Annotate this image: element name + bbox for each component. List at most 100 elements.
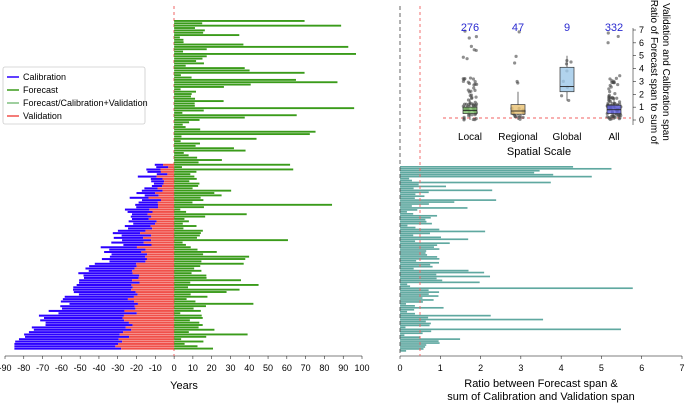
forecast-bar (174, 144, 196, 147)
ratio-bar (400, 254, 428, 256)
inset-point (465, 57, 469, 61)
legend-label-forecast: Forecast (23, 85, 59, 95)
ratio-bar (400, 322, 431, 325)
forecast-bar (174, 137, 257, 140)
validation-bar (149, 208, 175, 211)
forecast-bar (174, 107, 355, 110)
forecast-bar (174, 331, 189, 334)
forecast-bar (174, 300, 196, 303)
inset-category-label: Global (553, 132, 582, 143)
timeline-tick-label: 100 (354, 363, 369, 373)
ratio-bar (400, 328, 621, 331)
ratio-bar (400, 287, 633, 290)
validation-bar (145, 255, 175, 258)
ratio-bar (400, 336, 421, 339)
ratio-bar (400, 191, 429, 194)
ratio-bar (400, 224, 408, 227)
inset-point (469, 44, 473, 49)
ratio-bar (400, 308, 415, 311)
ratio-bar (400, 181, 551, 184)
forecast-bar (174, 321, 200, 324)
ratio-tick-label: 2 (478, 363, 483, 373)
validation-bar (128, 321, 175, 324)
inset-point (467, 102, 471, 107)
ratio-bar (400, 197, 415, 199)
calibration-bar (73, 291, 136, 294)
forecast-bar (174, 135, 182, 138)
inset-point (470, 95, 474, 100)
calibration-bar (33, 328, 132, 331)
forecast-bar (174, 196, 201, 199)
ratio-bar (400, 265, 433, 268)
forecast-bar (174, 123, 183, 126)
inset-x-ticks: Local Regional Global All (458, 132, 620, 143)
ratio-bar (400, 320, 426, 323)
validation-bar (155, 192, 175, 195)
calibration-bar (101, 258, 147, 261)
calibration-bar (147, 170, 161, 173)
ratio-bar (400, 314, 491, 317)
forecast-bar (174, 57, 203, 60)
inset-y-tick-label: 2 (639, 89, 644, 99)
forecast-bar (174, 243, 186, 246)
timeline-tick-label: 30 (225, 363, 235, 373)
validation-bar (122, 317, 175, 320)
calibration-bar (154, 163, 164, 166)
forecast-bar (174, 312, 181, 315)
calibration-bar (62, 298, 128, 301)
validation-bar (162, 185, 175, 188)
ratio-bar (400, 267, 414, 270)
validation-bar (137, 302, 175, 305)
forecast-bar (174, 53, 357, 55)
ratio-bars (400, 166, 633, 352)
calibration-bar (135, 203, 159, 206)
validation-bar (141, 251, 175, 254)
ratio-x-label-line2: sum of Calibration and Validation span (447, 391, 635, 403)
forecast-bar (174, 163, 291, 166)
forecast-bar (174, 154, 189, 157)
forecast-bar (174, 201, 193, 204)
forecast-bar (174, 182, 200, 185)
inset-y-tick-label: 7 (639, 25, 644, 35)
inset-category-label: Regional (498, 132, 537, 143)
validation-bar (121, 347, 175, 350)
inset-point (614, 76, 619, 80)
forecast-bar (174, 262, 244, 265)
validation-bar (132, 324, 175, 327)
legend-label-validation: Validation (23, 111, 62, 121)
forecast-bar (174, 305, 206, 308)
ratio-bar (400, 279, 443, 282)
calibration-bar (85, 267, 135, 270)
forecast-bar (174, 34, 240, 37)
forecast-bar (174, 260, 202, 263)
timeline-tick-label: 10 (188, 363, 198, 373)
calibration-bar (146, 168, 161, 171)
ratio-bar (400, 244, 438, 246)
validation-bar (138, 276, 175, 279)
ratio-bar (400, 324, 430, 327)
forecast-bar (174, 173, 191, 176)
inset-point (462, 118, 466, 122)
forecast-bar (174, 239, 288, 242)
forecast-bar (174, 269, 202, 272)
timeline-tick-label: -10 (149, 363, 162, 373)
ratio-panel: 0 1 2 3 4 5 6 7 Ratio between Forecast span & s… (397, 6, 685, 403)
forecast-bar (174, 347, 214, 350)
calibration-bar (100, 246, 137, 249)
ratio-bar (400, 318, 544, 321)
forecast-bar (174, 20, 305, 22)
forecast-bar (174, 114, 297, 117)
ratio-bar (400, 183, 419, 186)
forecast-bar (174, 284, 259, 286)
inset-y-tick-label: 4 (639, 64, 644, 74)
ratio-bar (400, 271, 485, 274)
validation-bar (151, 215, 175, 218)
calibration-bar (109, 248, 146, 251)
inset-point (462, 77, 466, 81)
forecast-bar (174, 218, 185, 220)
forecast-bar (174, 180, 190, 183)
forecast-bar (174, 317, 203, 319)
validation-bar (145, 229, 175, 232)
inset-count-label: 332 (605, 22, 623, 34)
ratio-bar (400, 316, 429, 319)
